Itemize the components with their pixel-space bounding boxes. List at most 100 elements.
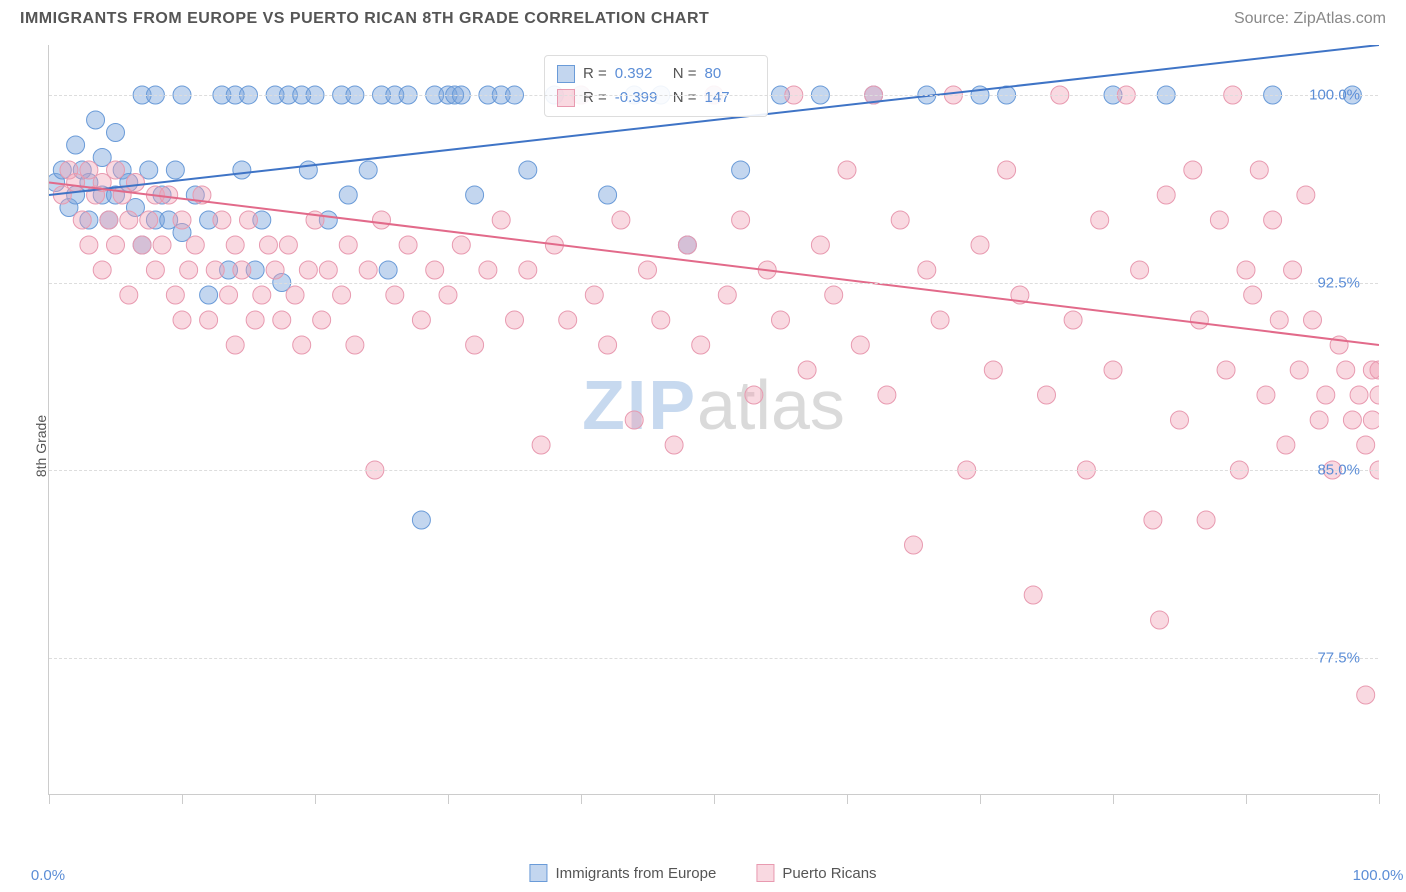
scatter-point-puerto_rican <box>346 336 364 354</box>
scatter-point-puerto_rican <box>905 536 923 554</box>
legend-bottom: Immigrants from EuropePuerto Ricans <box>529 864 876 882</box>
scatter-point-puerto_rican <box>1290 361 1308 379</box>
scatter-point-puerto_rican <box>120 286 138 304</box>
x-tick <box>182 794 183 804</box>
scatter-point-puerto_rican <box>466 336 484 354</box>
scatter-point-puerto_rican <box>1171 411 1189 429</box>
scatter-point-puerto_rican <box>1310 411 1328 429</box>
x-tick <box>49 794 50 804</box>
scatter-point-puerto_rican <box>1144 511 1162 529</box>
scatter-point-puerto_rican <box>1337 361 1355 379</box>
stats-row-puerto_rican: R =-0.399N =147 <box>557 86 755 110</box>
scatter-point-puerto_rican <box>1357 686 1375 704</box>
scatter-point-puerto_rican <box>206 261 224 279</box>
x-tick <box>315 794 316 804</box>
scatter-point-puerto_rican <box>153 236 171 254</box>
y-tick-label: 92.5% <box>1317 274 1360 291</box>
scatter-point-puerto_rican <box>1304 311 1322 329</box>
scatter-point-puerto_rican <box>80 236 98 254</box>
scatter-point-puerto_rican <box>1370 386 1379 404</box>
scatter-point-puerto_rican <box>811 236 829 254</box>
scatter-point-puerto_rican <box>359 261 377 279</box>
scatter-svg <box>49 45 1379 795</box>
scatter-point-puerto_rican <box>1264 211 1282 229</box>
scatter-point-puerto_rican <box>1131 261 1149 279</box>
scatter-point-puerto_rican <box>718 286 736 304</box>
scatter-point-puerto_rican <box>732 211 750 229</box>
x-tick <box>448 794 449 804</box>
scatter-point-puerto_rican <box>825 286 843 304</box>
scatter-point-puerto_rican <box>1297 186 1315 204</box>
y-axis-label: 8th Grade <box>33 415 49 477</box>
scatter-point-puerto_rican <box>492 211 510 229</box>
scatter-point-puerto_rican <box>100 211 118 229</box>
scatter-point-europe <box>599 186 617 204</box>
y-tick-label: 100.0% <box>1309 87 1360 104</box>
x-tick <box>714 794 715 804</box>
chart-title: IMMIGRANTS FROM EUROPE VS PUERTO RICAN 8… <box>20 10 709 28</box>
x-tick-label: 0.0% <box>31 867 65 884</box>
scatter-point-puerto_rican <box>599 336 617 354</box>
scatter-point-puerto_rican <box>1317 386 1335 404</box>
scatter-point-puerto_rican <box>1184 161 1202 179</box>
scatter-point-puerto_rican <box>1284 261 1302 279</box>
scatter-point-puerto_rican <box>439 286 457 304</box>
scatter-point-puerto_rican <box>140 211 158 229</box>
scatter-point-puerto_rican <box>259 236 277 254</box>
scatter-point-europe <box>299 161 317 179</box>
scatter-point-puerto_rican <box>1270 311 1288 329</box>
scatter-point-europe <box>166 161 184 179</box>
source-attribution: Source: ZipAtlas.com <box>1234 10 1386 28</box>
scatter-point-puerto_rican <box>1277 436 1295 454</box>
scatter-point-puerto_rican <box>279 236 297 254</box>
scatter-point-puerto_rican <box>532 436 550 454</box>
scatter-point-puerto_rican <box>1038 386 1056 404</box>
legend-label: Immigrants from Europe <box>555 865 716 882</box>
scatter-point-puerto_rican <box>319 261 337 279</box>
scatter-point-puerto_rican <box>1104 361 1122 379</box>
scatter-point-puerto_rican <box>652 311 670 329</box>
scatter-point-puerto_rican <box>665 436 683 454</box>
scatter-point-puerto_rican <box>107 236 125 254</box>
scatter-point-europe <box>379 261 397 279</box>
scatter-point-puerto_rican <box>386 286 404 304</box>
scatter-point-puerto_rican <box>173 211 191 229</box>
scatter-point-puerto_rican <box>1217 361 1235 379</box>
x-tick-label: 100.0% <box>1353 867 1404 884</box>
scatter-point-puerto_rican <box>519 261 537 279</box>
source-prefix: Source: <box>1234 10 1294 27</box>
gridline-horizontal <box>49 283 1378 284</box>
scatter-point-puerto_rican <box>246 311 264 329</box>
scatter-point-puerto_rican <box>286 286 304 304</box>
stats-row-europe: R =0.392N =80 <box>557 62 755 86</box>
scatter-point-puerto_rican <box>891 211 909 229</box>
scatter-point-puerto_rican <box>293 336 311 354</box>
scatter-point-puerto_rican <box>971 236 989 254</box>
scatter-point-puerto_rican <box>838 161 856 179</box>
scatter-point-europe <box>359 161 377 179</box>
scatter-point-puerto_rican <box>200 311 218 329</box>
scatter-point-puerto_rican <box>166 286 184 304</box>
stats-swatch-europe <box>557 65 575 83</box>
scatter-point-europe <box>339 186 357 204</box>
y-tick-label: 85.0% <box>1317 462 1360 479</box>
scatter-point-puerto_rican <box>745 386 763 404</box>
plot-area: ZIPatlas R =0.392N =80R =-0.399N =147 10… <box>48 45 1378 795</box>
scatter-point-puerto_rican <box>133 236 151 254</box>
stats-r-value: -0.399 <box>615 86 665 110</box>
scatter-point-puerto_rican <box>173 311 191 329</box>
scatter-point-europe <box>200 286 218 304</box>
scatter-point-europe <box>233 161 251 179</box>
stats-box: R =0.392N =80R =-0.399N =147 <box>544 55 768 117</box>
scatter-point-europe <box>466 186 484 204</box>
scatter-point-puerto_rican <box>1024 586 1042 604</box>
scatter-point-puerto_rican <box>233 261 251 279</box>
x-tick <box>980 794 981 804</box>
stats-r-label: R = <box>583 62 607 86</box>
scatter-point-europe <box>67 136 85 154</box>
scatter-point-europe <box>107 124 125 142</box>
scatter-point-puerto_rican <box>107 161 125 179</box>
scatter-point-puerto_rican <box>120 211 138 229</box>
scatter-point-puerto_rican <box>1091 211 1109 229</box>
scatter-point-puerto_rican <box>333 286 351 304</box>
